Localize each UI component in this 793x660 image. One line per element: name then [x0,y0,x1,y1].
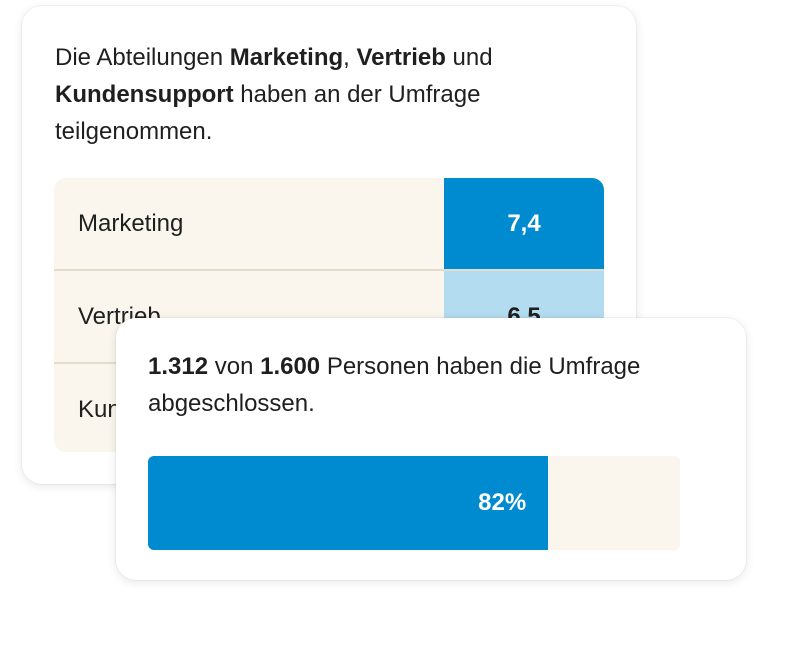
intro-separator: und [445,44,493,71]
total-count: 1.600 [260,353,321,380]
score-value: 7,4 [444,178,604,269]
intro-separator: , [343,44,357,71]
score-label: Marketing [78,209,184,237]
departments-intro: Die Abteilungen Marketing, Vertrieb und … [55,39,595,150]
score-row: Marketing 7,4 [54,178,604,271]
intro-dept-marketing: Marketing [229,44,344,71]
completion-progress-bar: 82% [148,456,680,550]
completion-card: 1.312 von 1.600 Personen haben die Umfra… [116,318,746,580]
summary-connector: von [208,353,261,380]
completed-count: 1.312 [148,353,209,380]
completion-summary: 1.312 von 1.600 Personen haben die Umfra… [148,348,728,422]
intro-dept-vertrieb: Vertrieb [356,44,446,71]
progress-fill: 82% [148,456,549,550]
intro-dept-kundensupport: Kundensupport [55,81,234,108]
intro-prefix: Die Abteilungen [55,44,230,71]
summary-suffix: Personen haben die Umfrage abgeschlossen… [148,353,641,417]
intro-suffix: haben an der Umfrage teilgenommen. [55,81,481,145]
progress-label: 82% [478,489,527,516]
